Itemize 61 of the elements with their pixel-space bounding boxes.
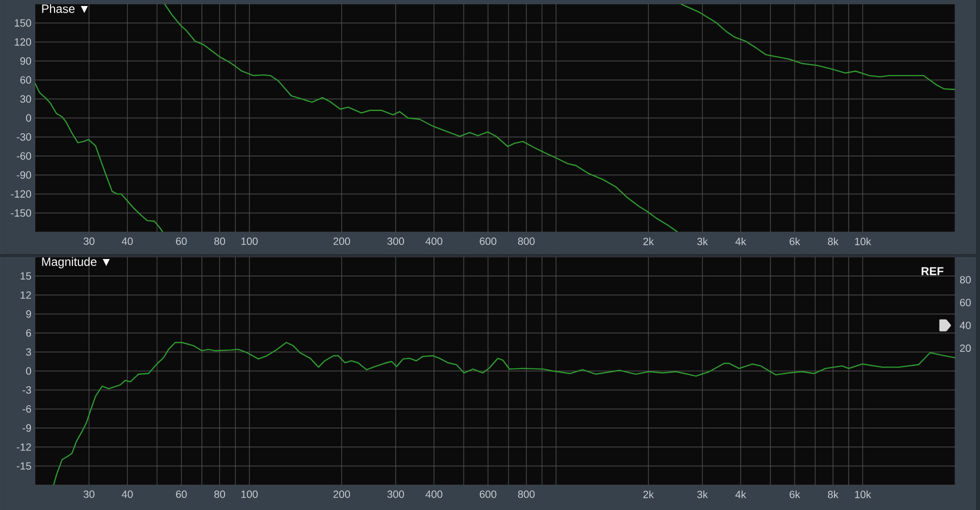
y-tick-label: 0 — [26, 367, 32, 375]
y-tick-label: -30 — [16, 133, 32, 141]
y2-tick-label: 40 — [960, 322, 971, 330]
x-tick-label: 30 — [84, 238, 94, 245]
y-tick-label: -150 — [11, 209, 32, 217]
x-tick-label: 800 — [518, 490, 535, 498]
y-tick-label: 9 — [26, 310, 31, 318]
y-tick-label: -9 — [22, 424, 31, 432]
x-tick-label: 3k — [697, 238, 708, 246]
x-tick-label: 30 — [84, 490, 94, 498]
y-tick-label: 0 — [26, 114, 32, 122]
x-tick-label: 200 — [333, 238, 350, 245]
y-tick-label: -15 — [16, 462, 32, 470]
x-tick-label: 8k — [828, 238, 839, 246]
x-tick-label: 400 — [426, 238, 442, 245]
y2-tick-label: 80 — [960, 276, 971, 284]
y-tick-label: 150 — [14, 19, 32, 27]
x-tick-label: 80 — [214, 490, 226, 498]
y2-tick-label: 20 — [960, 344, 971, 352]
x-tick-label: 60 — [176, 490, 187, 498]
x-tick-label: 3k — [697, 490, 708, 498]
x-tick-label: 40 — [122, 490, 133, 498]
x-tick-label: 4k — [735, 490, 746, 498]
x-tick-label: 200 — [333, 490, 350, 498]
annotation: REF — [922, 267, 944, 276]
chart-title: Magnitude ▼ — [42, 257, 110, 268]
y-tick-label: 12 — [20, 291, 31, 299]
x-tick-label: 10k — [855, 490, 872, 498]
y-tick-label: 120 — [14, 38, 32, 46]
y-tick-label: -120 — [11, 190, 32, 198]
x-tick-label: 400 — [426, 490, 442, 498]
y-tick-label: 15 — [20, 272, 32, 280]
y-tick-label: 3 — [26, 348, 32, 356]
x-tick-label: 100 — [241, 238, 258, 245]
y-tick-label: 30 — [20, 95, 32, 103]
y-tick-label: -12 — [16, 443, 31, 451]
x-tick-label: 2k — [643, 238, 654, 246]
x-tick-label: 6k — [790, 490, 800, 498]
x-tick-label: 600 — [480, 490, 496, 498]
x-tick-label: 8k — [828, 490, 839, 498]
y-tick-label: -6 — [22, 405, 32, 413]
x-tick-label: 6k — [790, 238, 800, 246]
x-tick-label: 300 — [387, 238, 404, 245]
x-tick-label: 10k — [855, 238, 872, 246]
y-tick-label: 60 — [20, 76, 32, 84]
x-tick-label: 600 — [480, 238, 496, 245]
y-tick-label: -3 — [22, 386, 32, 394]
x-tick-label: 40 — [122, 238, 133, 245]
x-tick-label: 2k — [643, 490, 654, 498]
x-tick-label: 800 — [518, 238, 535, 245]
x-tick-label: 100 — [241, 490, 258, 498]
x-tick-label: 4k — [735, 238, 746, 246]
y-tick-label: 6 — [26, 329, 32, 337]
y-tick-label: 90 — [20, 57, 32, 65]
chart-title: Phase ▼ — [42, 4, 88, 14]
x-tick-label: 60 — [176, 238, 187, 245]
x-tick-label: 80 — [214, 238, 226, 245]
y-tick-label: -90 — [16, 171, 32, 179]
y2-tick-label: 60 — [960, 298, 971, 306]
x-tick-label: 300 — [387, 490, 404, 498]
y-tick-label: -60 — [16, 152, 32, 160]
